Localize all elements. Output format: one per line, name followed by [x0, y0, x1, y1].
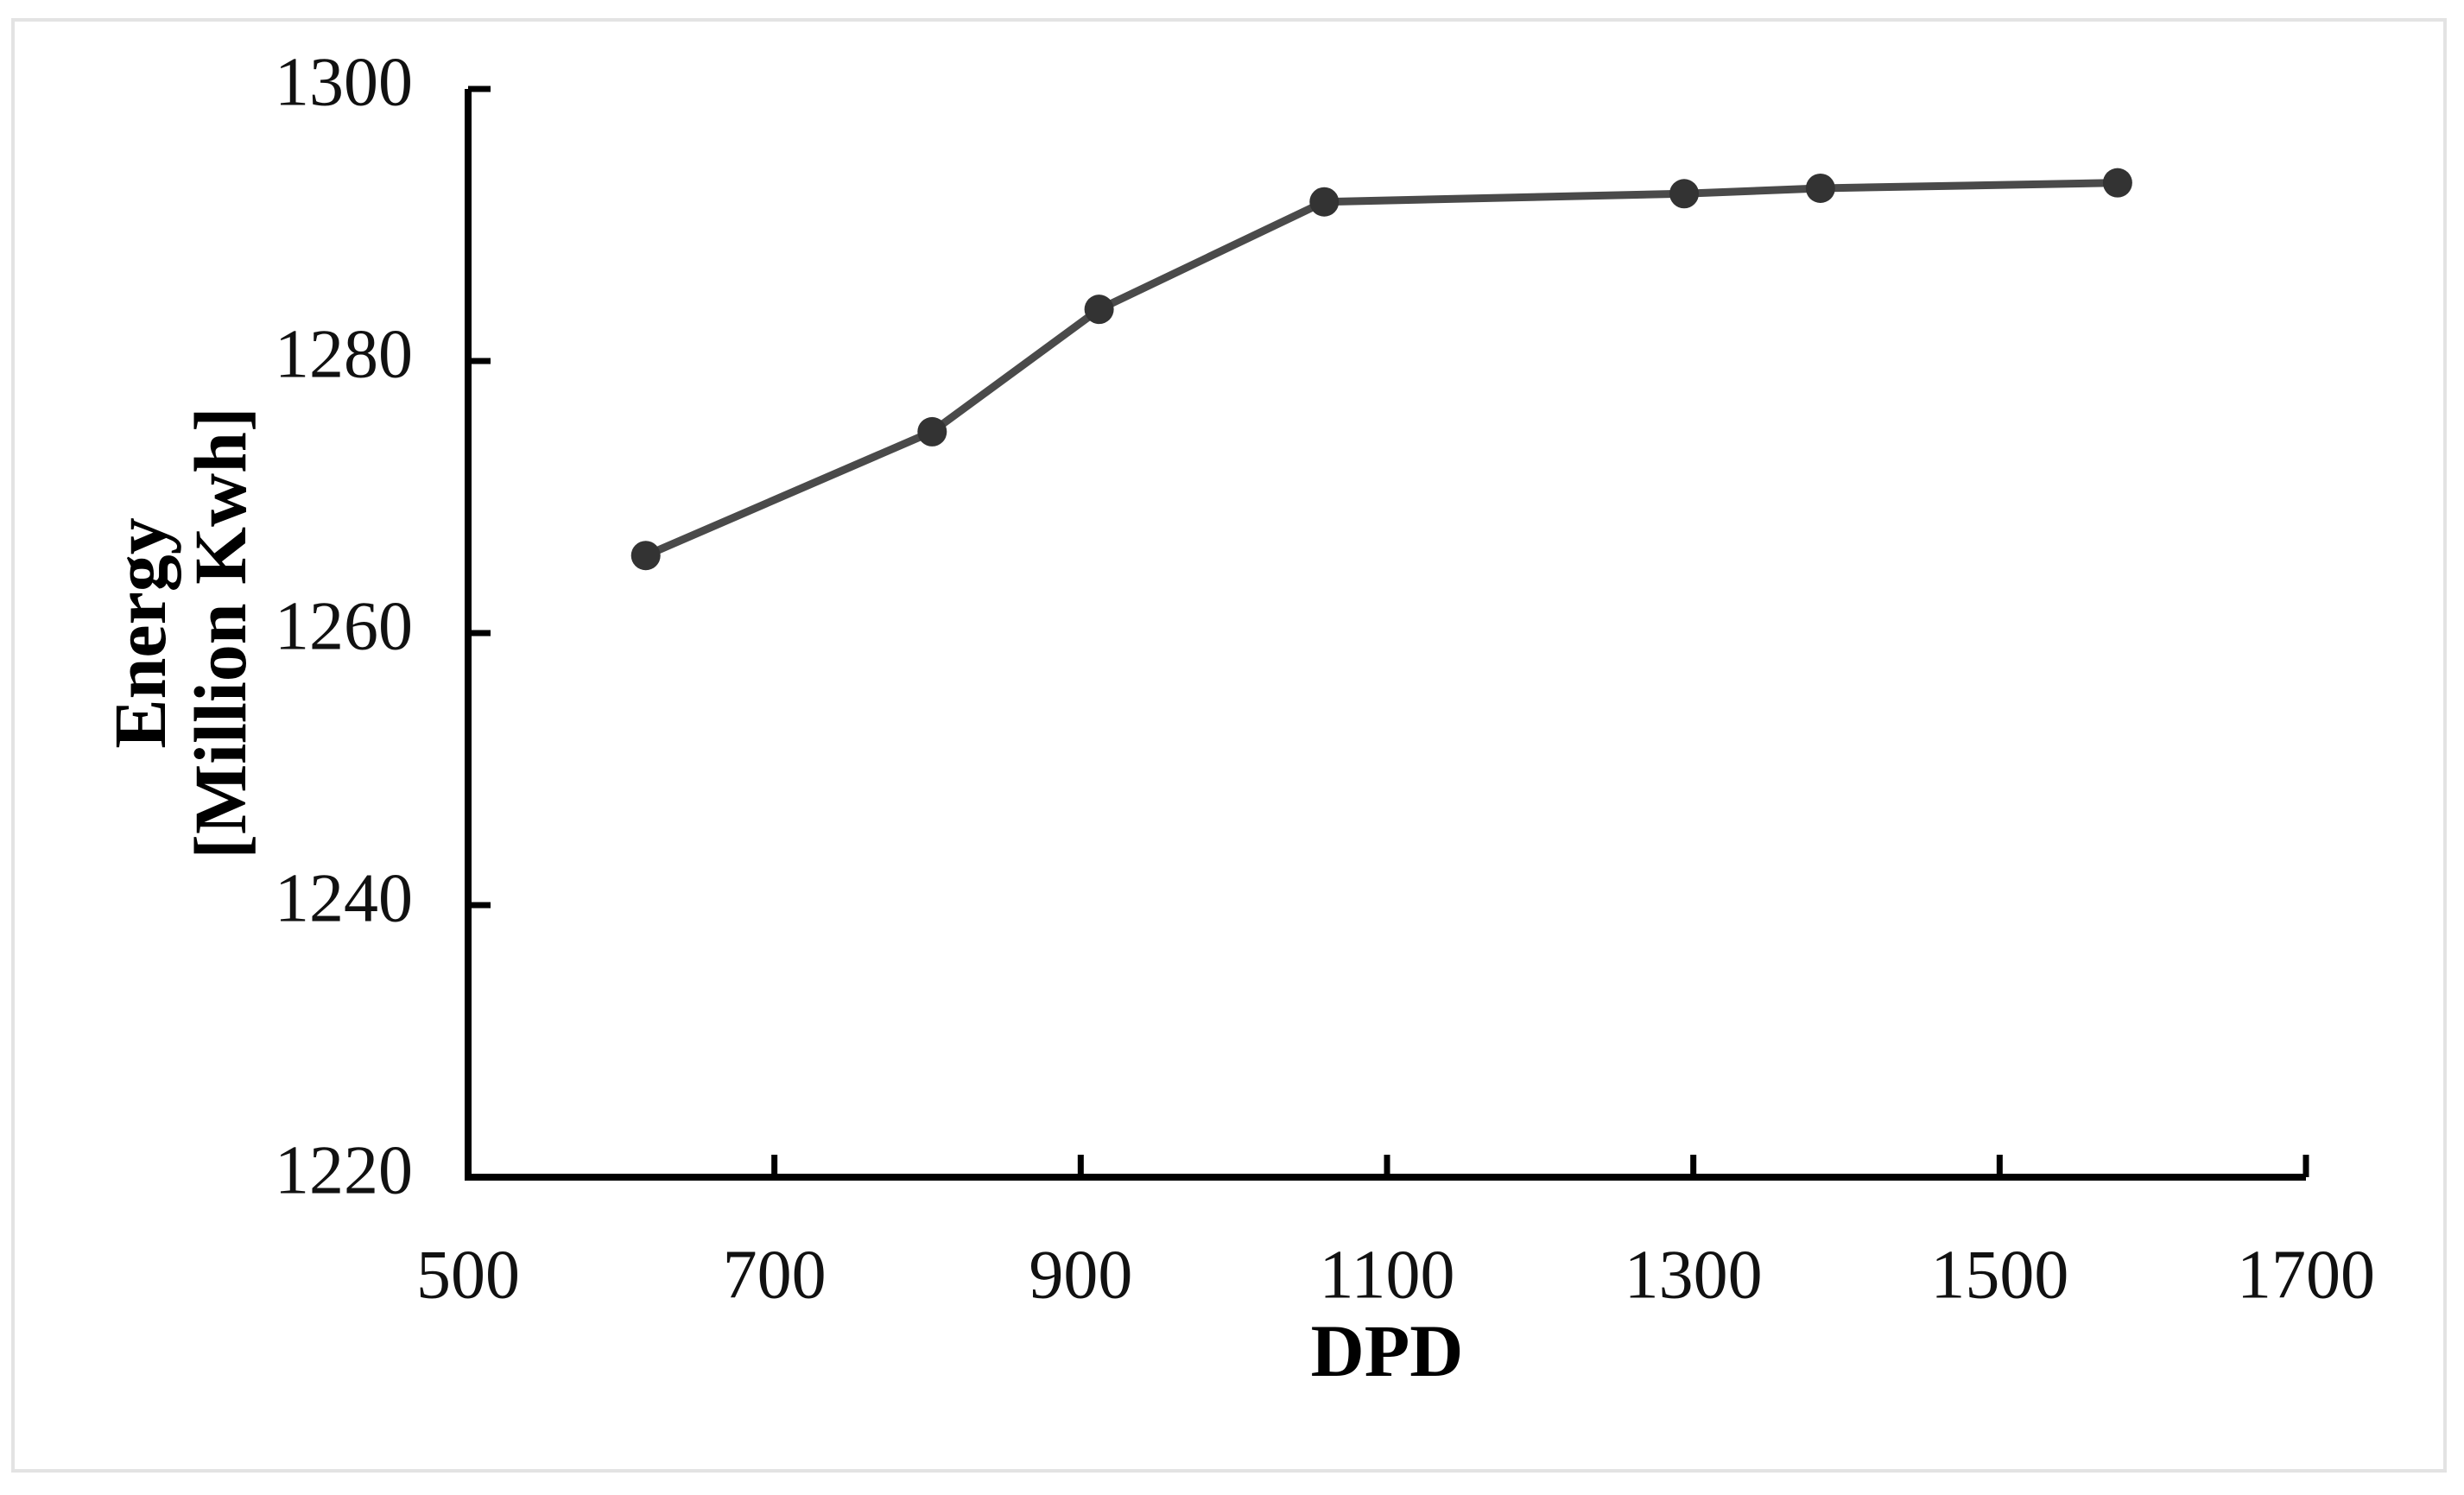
x-axis-title: DPD — [1214, 1311, 1560, 1391]
x-tick-label: 1300 — [1625, 1237, 1763, 1313]
data-point-marker — [1309, 187, 1340, 217]
chart-frame — [11, 18, 2447, 1473]
y-tick-label: 1220 — [275, 1132, 413, 1208]
data-point-marker — [630, 541, 661, 571]
data-point-marker — [1084, 295, 1114, 325]
x-axis-title-text: DPD — [1310, 1309, 1464, 1392]
x-tick-label: 500 — [416, 1237, 520, 1313]
y-tick-label: 1300 — [275, 44, 413, 120]
y-tick-label: 1260 — [275, 588, 413, 664]
data-point-marker — [1805, 173, 1835, 203]
x-tick-label: 900 — [1029, 1237, 1132, 1313]
y-axis-title-line1: Energy — [98, 517, 182, 749]
x-tick-label: 700 — [723, 1237, 827, 1313]
axes — [465, 89, 2306, 1181]
y-tick-label: 1240 — [275, 860, 413, 936]
y-axis-title-line2: [Million Kwh] — [179, 407, 262, 859]
x-tick-label: 1500 — [1930, 1237, 2068, 1313]
y-axis-title: Energy [Million Kwh] — [89, 331, 272, 935]
data-point-marker — [1669, 179, 1700, 209]
data-point-marker — [917, 416, 947, 447]
y-tick-label: 1280 — [275, 316, 413, 392]
x-tick-label: 1100 — [1319, 1237, 1454, 1313]
x-tick-label: 1700 — [2237, 1237, 2375, 1313]
series-line — [642, 179, 2122, 560]
data-point-marker — [2102, 168, 2132, 198]
